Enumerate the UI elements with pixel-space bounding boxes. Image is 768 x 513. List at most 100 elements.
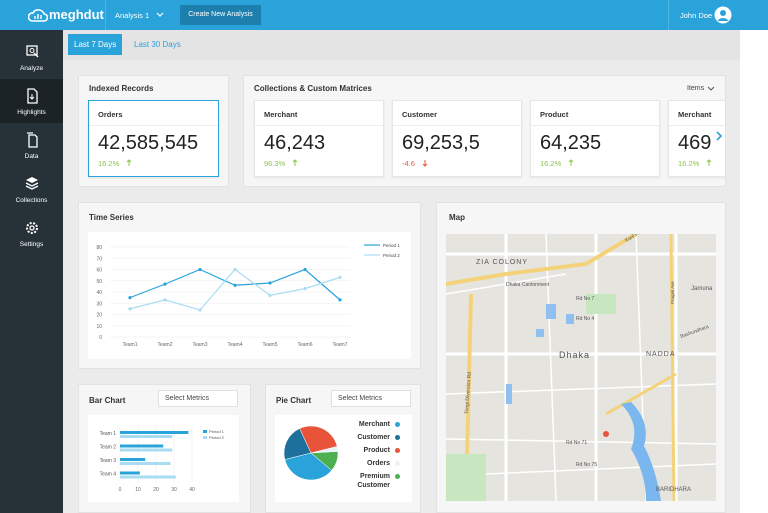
- trend-arrow: [292, 159, 298, 166]
- tab-bar: [63, 30, 740, 60]
- pie-chart: [283, 425, 339, 481]
- point: [338, 275, 342, 279]
- avatar[interactable]: [714, 6, 732, 24]
- point: [163, 298, 167, 302]
- bar: [120, 471, 140, 475]
- kpi-change: 16.2%: [678, 159, 700, 168]
- legend-dot: [395, 461, 400, 466]
- card-title: Collections & Custom Matrices: [254, 84, 372, 93]
- line: [129, 268, 341, 311]
- time-series-card: Time Series 0 10 20 30 40 50 60 70 80 Team1 Team2 T…: [78, 202, 421, 369]
- map-card: Map ZIA COLONY Tongi Diversion Rd Dhaka Ca…: [436, 202, 726, 513]
- y-tick-label: 40: [96, 290, 102, 296]
- trend-arrow: [568, 159, 574, 166]
- card-title: Bar Chart: [89, 396, 126, 405]
- map-label: NADDA: [646, 351, 676, 358]
- pie-slice: [283, 428, 312, 460]
- x-tick-label: Team7: [332, 342, 347, 348]
- x-tick-label: Team3: [192, 342, 207, 348]
- legend-dot: [395, 422, 400, 427]
- kpi-divider: [531, 125, 659, 126]
- nav-label: Analyze: [19, 65, 44, 72]
- y-tick-label: Team 4: [100, 472, 117, 478]
- user-name[interactable]: John Doe: [680, 11, 713, 20]
- legend-dot: [395, 474, 400, 479]
- bar: [120, 458, 146, 461]
- trend-arrow: [422, 160, 428, 167]
- indexed-records-card: Indexed Records Orders 42,585,545 16.2%: [78, 75, 229, 187]
- nav-item[interactable]: Analyze: [0, 35, 63, 79]
- kpi-label: Merchant: [678, 110, 712, 119]
- metrics-select[interactable]: Select Metrics: [331, 390, 411, 407]
- kpi-label: Customer: [402, 110, 438, 119]
- y-tick-label: Team 3: [100, 458, 117, 464]
- point: [163, 282, 167, 286]
- nav-item[interactable]: Data: [0, 123, 63, 167]
- map-label: Rd No 71: [566, 440, 587, 446]
- kpi-change: 16.2%: [98, 159, 120, 168]
- tab[interactable]: Last 30 Days: [134, 40, 181, 49]
- map-label: Tongi Diversion Rd: [464, 372, 473, 414]
- kpi-change: -4.6: [402, 159, 415, 168]
- kpi-label: Merchant: [264, 110, 298, 119]
- logo[interactable]: meghdut: [49, 7, 104, 22]
- bar-chart: 0 10 20 30 40 Team 1 Team 2 Team 3 Team 4 Period …: [88, 415, 239, 502]
- y-tick-label: 30: [96, 301, 102, 307]
- nav-label: Settings: [19, 241, 44, 248]
- nav-item[interactable]: Settings: [0, 211, 63, 255]
- bar: [120, 435, 173, 438]
- point: [198, 308, 202, 312]
- y-tick-label: Team 2: [100, 445, 117, 451]
- metrics-select[interactable]: Select Metrics: [158, 390, 238, 407]
- analysis-select[interactable]: Analysis 1: [115, 11, 150, 20]
- nav-item[interactable]: Collections: [0, 167, 63, 211]
- next-arrow[interactable]: [715, 131, 723, 141]
- legend-label: Period 2: [383, 253, 400, 258]
- sidebar: Analyze Highlights Data Collections Settings: [0, 30, 63, 513]
- y-tick-label: 20: [96, 313, 102, 319]
- point: [338, 298, 342, 302]
- point: [268, 281, 272, 285]
- kpi-divider: [393, 125, 521, 126]
- y-tick-label: 70: [96, 256, 102, 262]
- pie-holder: Merchant Customer Product Orders Premium Cus…: [275, 415, 412, 502]
- tab[interactable]: Last 7 Days: [68, 34, 123, 55]
- bar: [120, 462, 171, 465]
- x-tick-label: Team6: [297, 342, 312, 348]
- map[interactable]: ZIA COLONY Tongi Diversion Rd Dhaka Canton…: [446, 234, 716, 501]
- legend-label: Period 1: [383, 243, 400, 248]
- kpi-label: Product: [540, 110, 569, 119]
- kpi-label: Orders: [98, 110, 123, 119]
- kpi-divider: [255, 125, 383, 126]
- bar-chart-card: Bar Chart Select Metrics 0 10 20 30 40 Team 1…: [78, 384, 251, 513]
- arrow: [422, 160, 428, 167]
- x-tick-label: 30: [171, 487, 177, 493]
- point: [198, 267, 202, 272]
- kpi-value: 64,235: [540, 132, 602, 154]
- legend-label: Premium Customer: [357, 473, 390, 489]
- kpi-value: 469: [678, 132, 712, 154]
- line-chart: 0 10 20 30 40 50 60 70 80 Team1 Team2 Team3 Team4 Tea…: [88, 232, 411, 359]
- map-label: Rd No 7: [576, 296, 595, 302]
- map-label: Jamuna: [691, 286, 713, 292]
- bar: [120, 431, 189, 434]
- bar: [120, 448, 173, 452]
- nav-item[interactable]: Highlights: [0, 79, 63, 123]
- create-button[interactable]: Create New Analysis: [180, 5, 261, 25]
- kpi-value: 42,585,545: [98, 132, 199, 154]
- kpi-card: Orders 42,585,545 16.2%: [88, 100, 219, 177]
- point: [303, 287, 307, 291]
- kpi-card: Merchant 46,243 96.3%: [254, 100, 384, 177]
- kpi-holder: Orders 42,585,545 16.2%: [88, 100, 219, 177]
- tabs: Last 7 Days Last 30 Days: [68, 34, 268, 55]
- pie-slice: [310, 451, 339, 471]
- kpi-card: Product 64,235 16.2%: [530, 100, 660, 177]
- y-tick-label: Team 1: [100, 431, 117, 437]
- x-tick-label: Team2: [157, 342, 172, 348]
- x-tick-label: 40: [189, 487, 195, 493]
- x-tick-label: 20: [153, 487, 159, 493]
- items-menu[interactable]: Items: [687, 85, 705, 92]
- point: [128, 296, 132, 300]
- card-title: Map: [449, 213, 465, 222]
